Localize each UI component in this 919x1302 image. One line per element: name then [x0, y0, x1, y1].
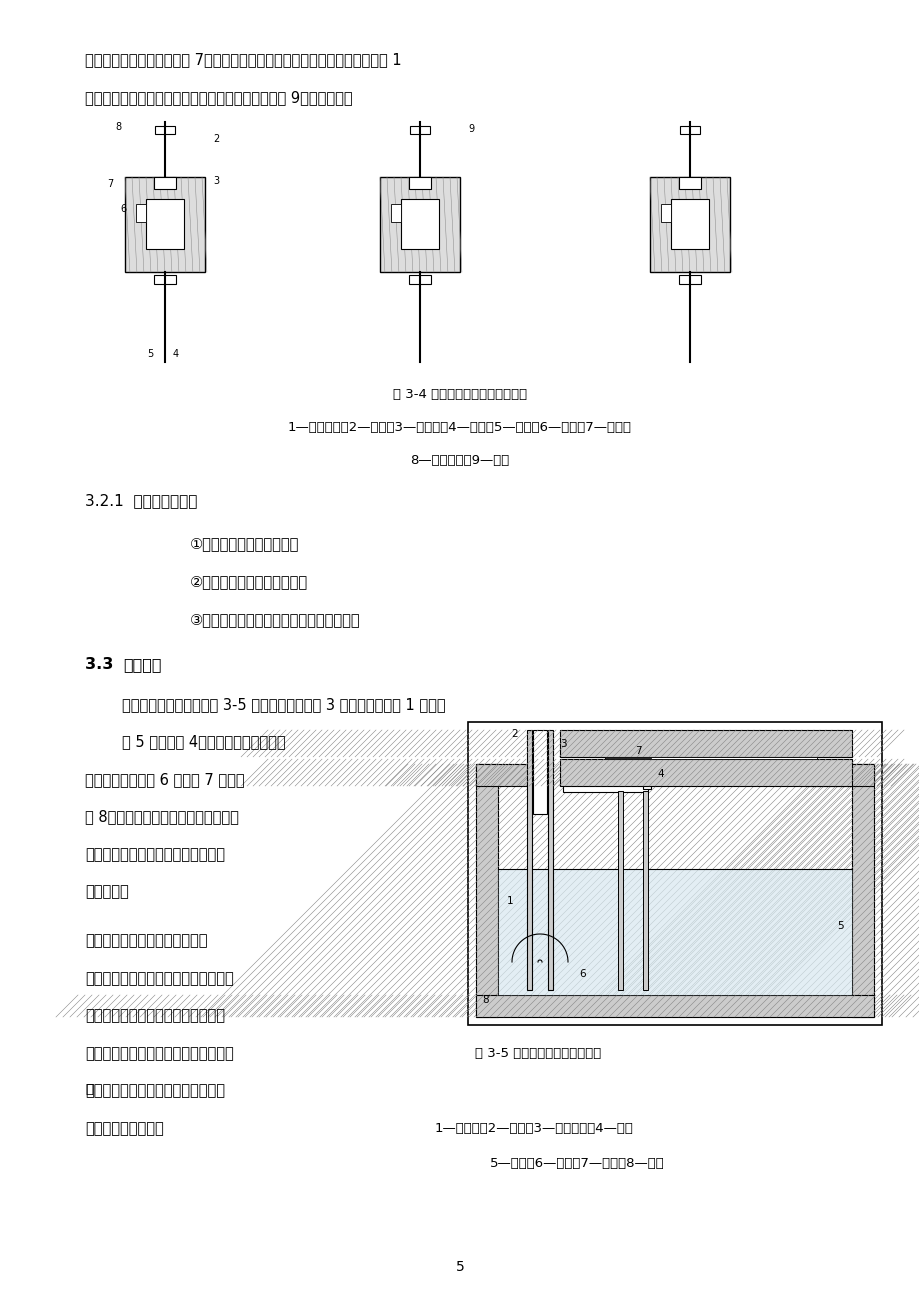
Bar — [410, 126, 429, 134]
Text: 型 8；冷却后压射冲头回升，多余的液: 型 8；冷却后压射冲头回升，多余的液 — [85, 810, 239, 824]
Text: 9: 9 — [468, 124, 473, 134]
Text: 热室压铸的工作过程如图 3-5 所示。当压射冲头 3 上升时，金属液 1 通过进: 热室压铸的工作过程如图 3-5 所示。当压射冲头 3 上升时，金属液 1 通过进 — [122, 697, 445, 712]
Text: 件质量好；但由于压室和冲头长时间浸: 件质量好；但由于压室和冲头长时间浸 — [85, 1046, 233, 1061]
Bar — [125, 177, 205, 272]
Bar — [678, 275, 700, 284]
Text: 图 3-4 立式压铸机压铸过程示意图: 图 3-4 立式压铸机压铸过程示意图 — [392, 388, 527, 401]
Bar — [642, 769, 651, 789]
Text: 取出铸件。: 取出铸件。 — [85, 884, 129, 900]
Bar — [153, 177, 176, 189]
Bar — [670, 199, 709, 249]
Text: 消耗少、工艺稳定、无氧化杂物、铸: 消耗少、工艺稳定、无氧化杂物、铸 — [85, 1008, 225, 1023]
Bar — [380, 177, 460, 272]
Text: ②空气不易随金属进入压室；: ②空气不易随金属进入压室； — [190, 574, 308, 589]
Text: 2: 2 — [213, 134, 219, 145]
Bar — [391, 204, 401, 223]
Text: 1—压射冲头；2—压室；3—金属液；4—定模；5—动模；6—喷嘴；7—型腔；: 1—压射冲头；2—压室；3—金属液；4—定模；5—动模；6—喷嘴；7—型腔； — [288, 421, 631, 434]
Bar — [678, 177, 700, 189]
Text: 4: 4 — [173, 349, 179, 359]
Bar — [154, 126, 175, 134]
Text: 液体金属沿着通道 6 经喷嘴 7 填充铸: 液体金属沿着通道 6 经喷嘴 7 填充铸 — [85, 772, 244, 786]
Text: 8: 8 — [482, 995, 489, 1005]
Text: 3: 3 — [213, 176, 219, 186]
Text: 泡在高温金属液中，影响使用寿命，: 泡在高温金属液中，影响使用寿命， — [85, 1083, 225, 1099]
Text: 图: 图 — [85, 1083, 93, 1096]
Bar — [497, 868, 851, 995]
Bar — [409, 177, 430, 189]
Bar — [401, 199, 438, 249]
Text: 5: 5 — [455, 1260, 464, 1273]
Text: 7: 7 — [107, 178, 113, 189]
Text: 5: 5 — [835, 921, 843, 931]
Text: 3.3: 3.3 — [85, 658, 119, 672]
Text: 6: 6 — [119, 204, 126, 214]
Text: 热室压铸: 热室压铸 — [123, 658, 162, 672]
Text: 3.2.1  立式压铸优点：: 3.2.1 立式压铸优点： — [85, 493, 198, 508]
Text: 常用于锌合金压铸。: 常用于锌合金压铸。 — [85, 1121, 164, 1135]
Bar — [560, 730, 851, 756]
Text: ①有余料切断、顶出功能；: ①有余料切断、顶出功能； — [190, 536, 299, 551]
Bar — [146, 199, 184, 249]
Bar — [562, 766, 647, 792]
Text: 1: 1 — [506, 896, 513, 906]
Text: 7: 7 — [634, 746, 641, 756]
Text: 体金属回流至压室中，然后打开铸型: 体金属回流至压室中，然后打开铸型 — [85, 848, 225, 862]
Bar — [468, 723, 881, 1025]
Bar — [851, 764, 873, 1017]
Text: 1—金属液；2—坩埚；3—压射冲头；4—压室: 1—金属液；2—坩埚；3—压射冲头；4—压室 — [435, 1122, 633, 1135]
Text: 口 5 进入压室 4，随着压射冲头下压，: 口 5 进入压室 4，随着压射冲头下压， — [122, 734, 285, 750]
Bar — [548, 730, 552, 990]
Bar — [136, 204, 146, 223]
Bar — [475, 995, 873, 1017]
Bar — [153, 275, 176, 284]
Text: 6: 6 — [579, 969, 585, 979]
Text: 8—返料冲头；9—余料: 8—返料冲头；9—余料 — [410, 454, 509, 467]
Text: 3: 3 — [559, 740, 566, 749]
Text: 这时金属液从喷嘴压入型腔 7，整个压射过程结束。待金属液凝固后压射冲头 1: 这时金属液从喷嘴压入型腔 7，整个压射过程结束。待金属液凝固后压射冲头 1 — [85, 52, 402, 66]
Bar — [532, 730, 547, 814]
Bar — [475, 764, 543, 786]
Bar — [642, 792, 647, 990]
Bar — [475, 764, 497, 1017]
Bar — [560, 759, 851, 786]
Bar — [660, 204, 670, 223]
Text: 图 3-5 热室压铸机压铸过程示意: 图 3-5 热室压铸机压铸过程示意 — [474, 1047, 601, 1060]
Text: 5—进口；6—通道；7—喷嘴；8—铸模: 5—进口；6—通道；7—喷嘴；8—铸模 — [490, 1157, 664, 1170]
Text: 热室压铸机的特点是生产工序简: 热室压铸机的特点是生产工序简 — [85, 934, 208, 948]
Bar — [605, 756, 816, 759]
Text: 单、生产效率高、易实现自动化，金属: 单、生产效率高、易实现自动化，金属 — [85, 971, 233, 986]
Text: 上升，同时在液压驱动下返了冲头上升，并切断余料 9，送出压室。: 上升，同时在液压驱动下返了冲头上升，并切断余料 9，送出压室。 — [85, 90, 352, 105]
Bar — [409, 275, 430, 284]
Bar — [650, 177, 729, 272]
Text: 4: 4 — [657, 769, 664, 779]
Bar — [527, 730, 531, 990]
Bar — [805, 764, 873, 786]
Text: ③金属液进入型腔经过转折，压力消耗大。: ③金属液进入型腔经过转折，压力消耗大。 — [190, 612, 360, 628]
Text: 8: 8 — [115, 122, 121, 132]
Text: 2: 2 — [511, 729, 517, 740]
Bar — [618, 792, 622, 990]
Bar — [679, 126, 699, 134]
Text: 5: 5 — [147, 349, 153, 359]
